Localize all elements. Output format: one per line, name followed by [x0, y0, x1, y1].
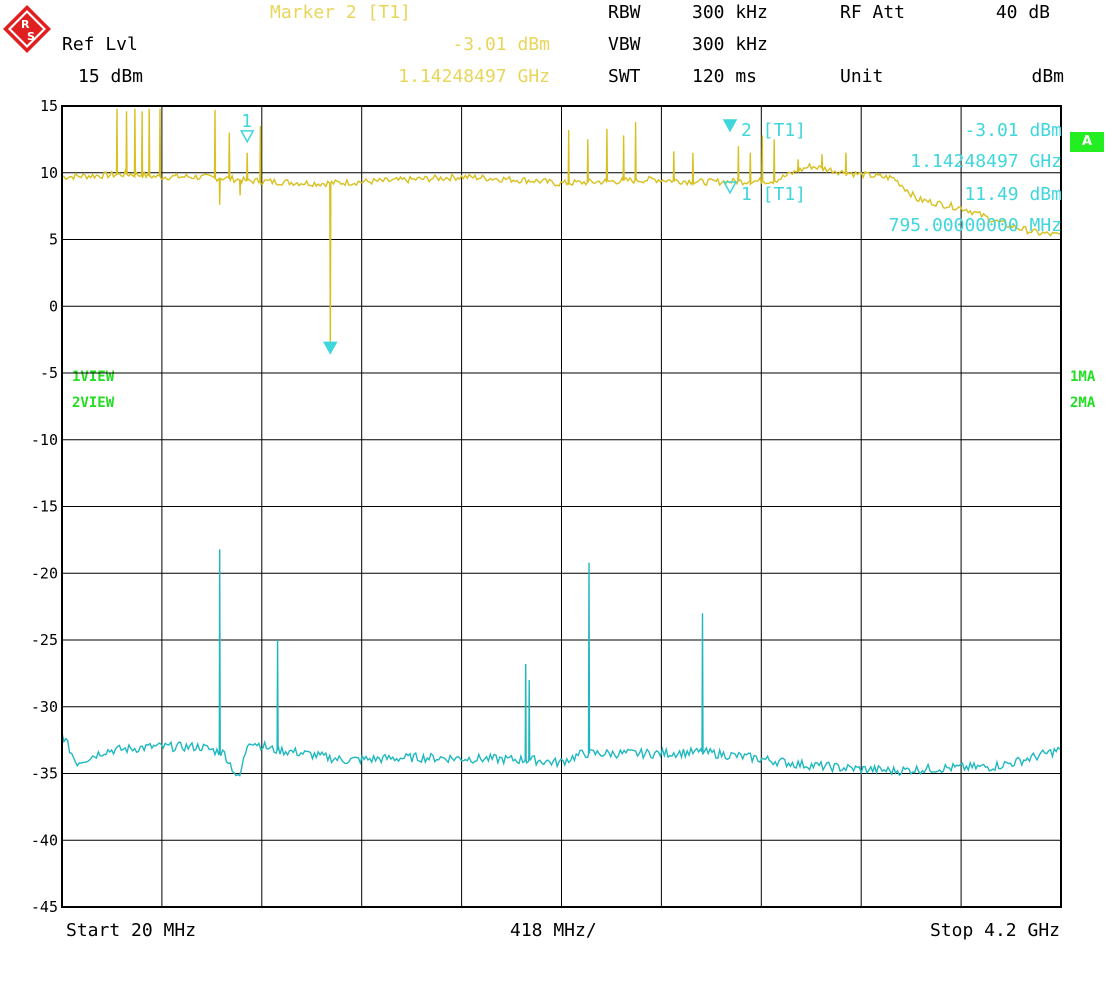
- screen-a-badge: A: [1070, 132, 1104, 152]
- swt-value: 120 ms: [692, 66, 758, 87]
- marker1-flag: 1: [241, 111, 252, 132]
- unit-value: dBm: [1031, 66, 1064, 87]
- plot-border: [61, 105, 1062, 908]
- marker1-frequency: 795.00000000 MHz: [888, 215, 1062, 236]
- y-tick-label: 10: [40, 164, 58, 182]
- y-tick-label: 0: [49, 297, 58, 315]
- marker2-level: -3.01 dBm: [964, 120, 1062, 141]
- y-tick-label: -20: [31, 564, 58, 582]
- marker1-level: 11.49 dBm: [964, 184, 1062, 205]
- trace-2-line: [61, 549, 1061, 777]
- plot-grid: [62, 105, 1061, 908]
- trace2-view-label: 2VIEW: [72, 395, 115, 411]
- marker1-symbol: [239, 130, 255, 144]
- marker-frequency: 1.14248497 GHz: [398, 66, 550, 87]
- marker-title: Marker 2 [T1]: [270, 2, 411, 23]
- y-tick-label: -10: [31, 431, 58, 449]
- y-tick-label: -35: [31, 765, 58, 783]
- swt-label: SWT: [608, 66, 641, 87]
- span-per-division: 418 MHz/: [510, 920, 597, 941]
- stop-frequency: Stop 4.2 GHz: [929, 920, 1060, 941]
- marker1-legend-symbol: [722, 181, 738, 195]
- y-tick-label: -5: [40, 364, 58, 382]
- svg-text:R: R: [21, 18, 30, 31]
- rf-att-label: RF Att: [840, 2, 906, 23]
- marker1-label: 1 [T1]: [741, 184, 807, 205]
- svg-text:S: S: [27, 30, 35, 43]
- unit-label: Unit: [840, 66, 884, 87]
- marker2-symbol: [322, 341, 338, 355]
- marker2-legend-symbol: [722, 119, 738, 133]
- y-tick-label: 15: [40, 97, 58, 115]
- ref-level-label: Ref Lvl: [62, 34, 138, 55]
- y-tick-label: 5: [49, 231, 58, 249]
- y-tick-label: -45: [31, 898, 58, 916]
- marker-level: -3.01 dBm: [452, 34, 550, 55]
- trace-1-line: [61, 108, 1061, 347]
- vbw-value: 300 kHz: [692, 34, 768, 55]
- rbw-label: RBW: [608, 2, 641, 23]
- ref-level-value: 15 dBm: [78, 66, 144, 87]
- rbw-value: 300 kHz: [692, 2, 768, 23]
- trace1-mode-label: 1MA: [1070, 369, 1096, 385]
- trace2-mode-label: 2MA: [1070, 395, 1096, 411]
- marker2-frequency: 1.14248497 GHz: [910, 151, 1062, 172]
- y-tick-label: -30: [31, 698, 58, 716]
- marker-layer: 1: [239, 111, 738, 355]
- vbw-label: VBW: [608, 34, 641, 55]
- y-tick-label: -40: [31, 831, 58, 849]
- rf-att-value: 40 dB: [995, 2, 1050, 23]
- y-axis-ticks: 15 10 5 0 -5 -10 -15 -20 -25 -30 -35 -40 -45: [31, 97, 58, 916]
- y-tick-label: -15: [31, 498, 58, 516]
- rohde-schwarz-logo: R S: [3, 5, 51, 53]
- y-tick-label: -25: [31, 631, 58, 649]
- start-frequency: Start 20 MHz: [66, 920, 197, 941]
- marker2-label: 2 [T1]: [741, 120, 807, 141]
